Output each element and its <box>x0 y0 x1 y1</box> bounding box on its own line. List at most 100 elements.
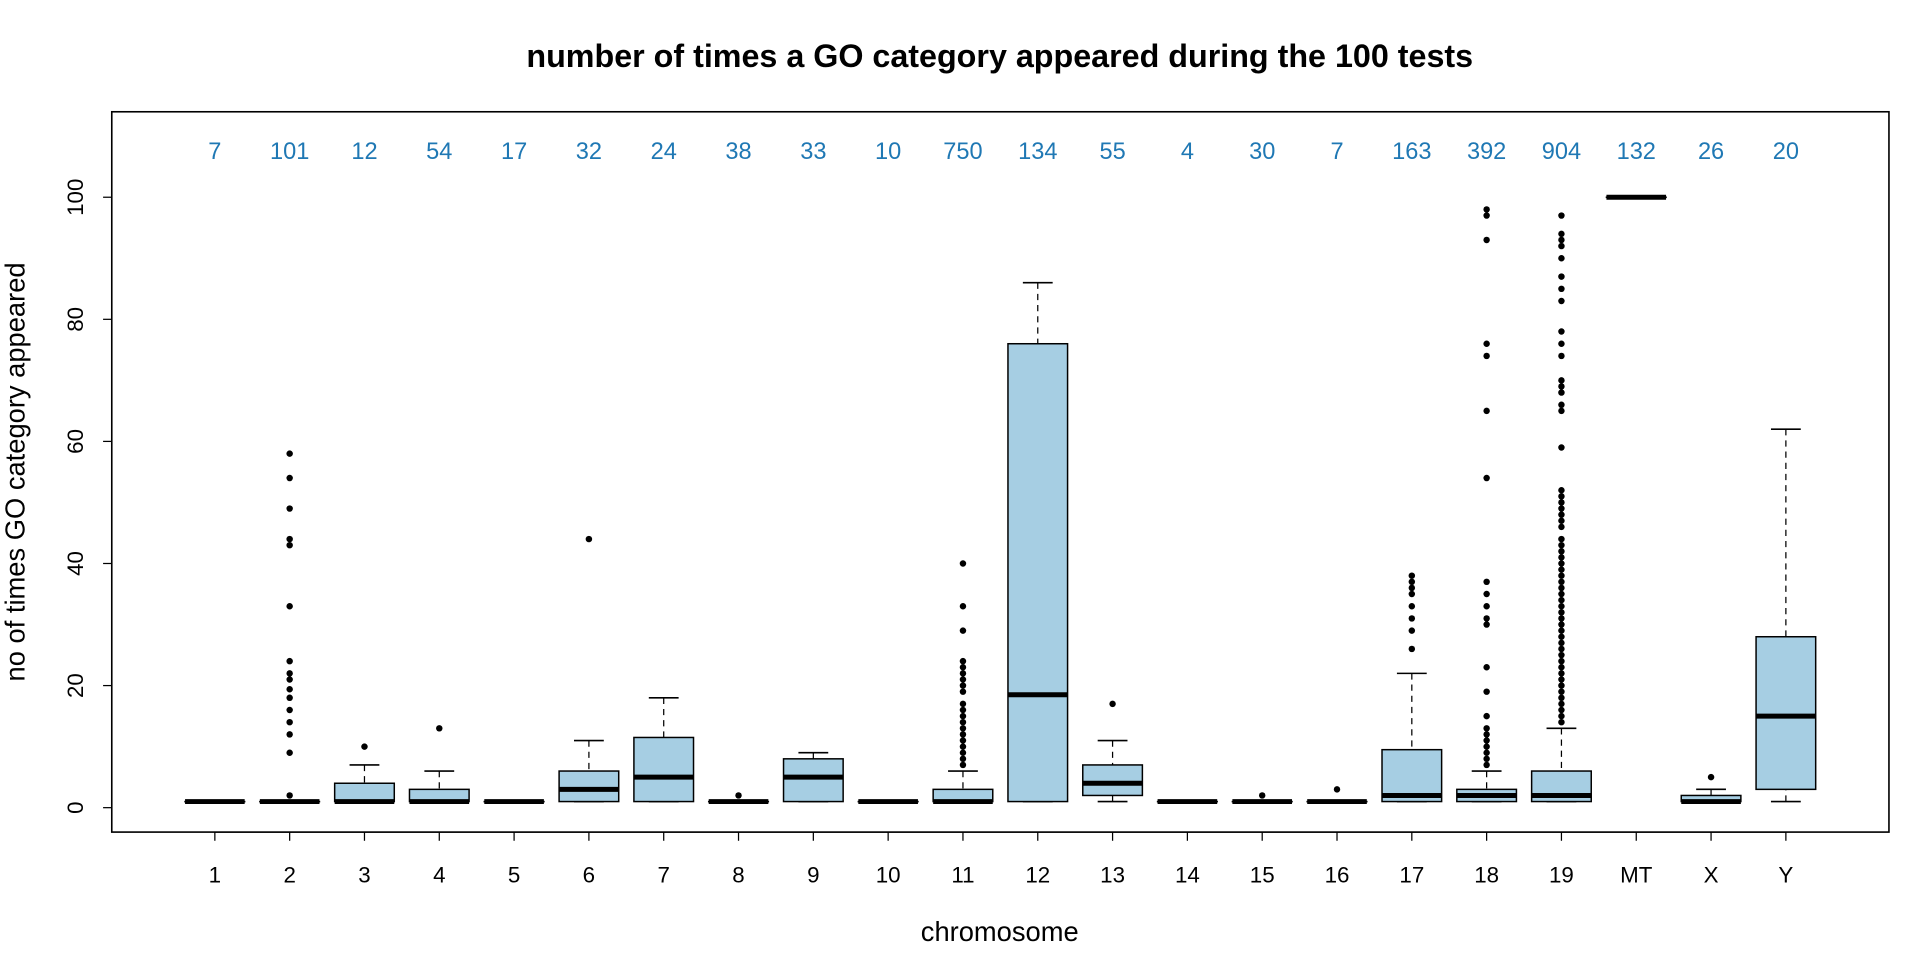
outlier <box>1558 584 1565 592</box>
outlier <box>286 731 293 738</box>
x-tick-label: 15 <box>1250 863 1275 888</box>
outlier <box>1558 560 1565 567</box>
outlier <box>959 627 967 634</box>
outlier <box>959 688 967 695</box>
box <box>1082 764 1144 797</box>
y-tick-label: 40 <box>63 551 88 576</box>
outlier <box>1483 340 1490 347</box>
count-label: 20 <box>1773 138 1799 164</box>
y-tick-label: 80 <box>63 307 88 332</box>
outlier <box>1558 340 1565 347</box>
outlier <box>1558 505 1565 512</box>
outlier <box>1558 377 1565 384</box>
x-tick-label: 14 <box>1175 863 1200 888</box>
outlier <box>1483 712 1490 720</box>
outlier <box>1483 755 1490 763</box>
outlier <box>959 737 967 744</box>
x-tick-label: MT <box>1620 863 1653 888</box>
outlier <box>1558 548 1565 555</box>
x-tick-label: 11 <box>951 863 974 888</box>
outlier <box>1558 578 1565 586</box>
outlier <box>1483 474 1490 482</box>
outlier <box>1408 627 1416 634</box>
outlier <box>1558 352 1565 360</box>
outlier <box>286 450 293 457</box>
outlier <box>959 755 967 763</box>
outlier <box>959 725 967 732</box>
outlier <box>959 664 967 671</box>
outlier <box>1558 639 1565 647</box>
outlier <box>1483 352 1490 360</box>
outlier <box>959 743 967 750</box>
outlier <box>1483 578 1490 586</box>
outlier <box>959 749 967 756</box>
x-tick-label: 8 <box>732 863 744 888</box>
outlier <box>1558 609 1565 616</box>
count-label: 32 <box>576 138 602 164</box>
count-label: 134 <box>1018 138 1057 164</box>
outlier <box>1558 230 1565 238</box>
outlier <box>959 706 967 714</box>
outlier <box>959 761 967 769</box>
outlier <box>1558 664 1565 671</box>
count-label: 904 <box>1542 138 1581 164</box>
count-label: 55 <box>1099 138 1125 164</box>
count-label: 17 <box>501 138 527 164</box>
outlier <box>286 749 293 756</box>
x-tick-label: 13 <box>1100 863 1125 888</box>
outlier <box>959 682 967 689</box>
outlier <box>1408 590 1416 598</box>
outlier <box>1558 444 1565 451</box>
outlier <box>286 676 293 683</box>
y-axis-label: no of times GO category appeared <box>0 262 31 681</box>
outlier <box>735 792 742 799</box>
outlier <box>1483 206 1490 213</box>
x-tick-label: 4 <box>433 863 445 888</box>
outlier <box>1558 590 1565 598</box>
count-label: 24 <box>651 138 677 164</box>
count-label: 392 <box>1467 138 1506 164</box>
outlier <box>1558 670 1565 677</box>
count-label: 132 <box>1617 138 1656 164</box>
box <box>1755 635 1817 791</box>
outlier <box>1558 523 1565 531</box>
outlier <box>1558 541 1565 549</box>
count-label: 33 <box>800 138 826 164</box>
outlier <box>1558 706 1565 714</box>
x-tick-label: 18 <box>1474 863 1499 888</box>
outlier <box>286 541 293 549</box>
outlier <box>1558 499 1565 506</box>
outlier <box>1483 407 1490 415</box>
outlier <box>286 694 293 702</box>
outlier <box>1408 615 1416 622</box>
count-label: 30 <box>1249 138 1275 164</box>
outlier <box>1558 535 1565 543</box>
count-label: 12 <box>351 138 377 164</box>
outlier <box>1558 676 1565 683</box>
outlier <box>1558 328 1565 335</box>
outlier <box>1109 700 1116 708</box>
outlier <box>1483 664 1490 671</box>
outlier <box>286 686 293 693</box>
outlier <box>1483 236 1490 244</box>
x-tick-label: 9 <box>807 863 819 888</box>
outlier <box>1558 651 1565 659</box>
count-label: 54 <box>426 138 452 164</box>
y-tick-label: 0 <box>63 801 88 813</box>
outlier <box>1558 554 1565 561</box>
count-label: 163 <box>1392 138 1431 164</box>
outlier <box>959 676 967 683</box>
outlier <box>1558 645 1565 653</box>
outlier <box>1483 737 1490 744</box>
outlier <box>1483 688 1490 695</box>
outlier <box>1558 657 1565 665</box>
x-tick-label: 12 <box>1025 863 1050 888</box>
outlier <box>1408 572 1416 579</box>
outlier <box>1558 511 1565 518</box>
x-tick-label: 1 <box>209 863 221 888</box>
box <box>1007 342 1069 803</box>
outlier <box>959 712 967 720</box>
count-label: 7 <box>208 138 221 164</box>
x-axis-label: chromosome <box>921 916 1079 947</box>
outlier <box>1558 682 1565 689</box>
